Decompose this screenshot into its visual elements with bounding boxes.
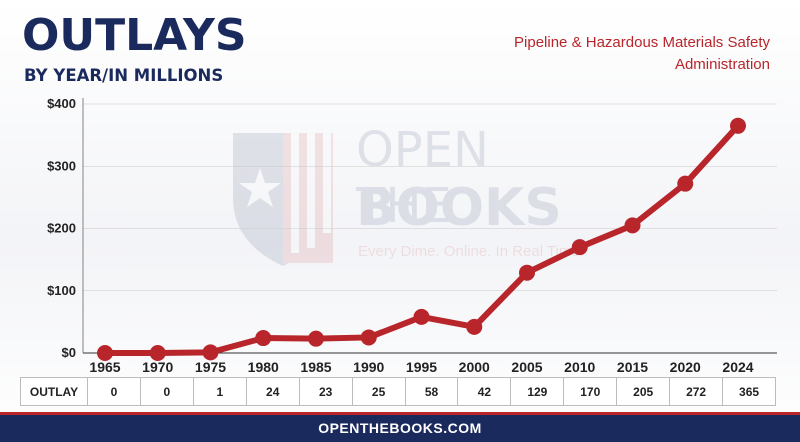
table-row-label: OUTLAY [20,377,88,406]
chart-subtitle: BY YEAR/IN MILLIONS [24,66,224,85]
outlay-value-cell: 42 [457,377,512,406]
outlay-value-cell: 0 [139,377,194,406]
agency-name-line2: Administration [674,56,770,73]
x-tick-label: 1985 [300,359,331,375]
y-tick-label: $100 [47,283,76,298]
outlay-table: OUTLAY 0 0 1 24 23 25 58 42 129 170 205 272 365 [20,377,776,406]
x-tick-label: 2020 [670,359,701,375]
outlay-value-cell: 365 [722,377,776,406]
x-tick-label: 2015 [617,359,648,375]
footer-url[interactable]: OPENTHEBOOKS.COM [0,415,800,442]
data-point [466,318,483,335]
x-tick-label: 2024 [722,359,753,375]
agency-name: Pipeline & Hazardous Materials Safety Ad… [470,32,770,76]
y-tick-label: $0 [62,345,76,360]
outlay-value-cell: 58 [404,377,459,406]
y-tick-label: $400 [47,96,76,111]
watermark-tagline: Every Dime. Online. In Real Time. [358,243,584,260]
x-tick-label: 1980 [248,359,279,375]
x-tick-label: 1965 [89,359,120,375]
watermark-line1: OPEN THE [356,122,489,234]
y-tick-label: $200 [47,221,76,236]
outlay-value-cell: 272 [669,377,724,406]
footer-divider [0,412,800,415]
x-tick-label: 2005 [511,359,542,375]
data-point [624,217,641,234]
data-point [202,344,219,361]
y-tick-label: $300 [47,158,76,173]
outlay-value-cell: 25 [351,377,406,406]
watermark: OPEN THE BOOKS Every Dime. Online. In Re… [228,122,588,268]
x-tick-label: 1995 [406,359,437,375]
x-tick-label: 2000 [459,359,490,375]
x-tick-label: 1975 [195,359,226,375]
x-tick-label: 2010 [564,359,595,375]
chart-title: OUTLAYS [22,10,247,61]
outlay-value-cell: 23 [298,377,353,406]
outlay-value-cell: 170 [563,377,618,406]
data-point [677,175,694,192]
data-point [308,330,324,347]
watermark-line2: BOOKS [356,178,562,238]
data-point [730,117,746,134]
data-point [519,264,535,281]
outlay-value-cell: 129 [510,377,565,406]
data-point [149,345,166,361]
data-point [571,239,588,256]
data-point [360,329,377,346]
data-point [413,308,430,325]
data-point [255,330,272,347]
table-row: OUTLAY 0 0 1 24 23 25 58 42 129 170 205 272 365 [20,377,776,406]
x-tick-label: 1970 [142,359,173,375]
outlay-value-cell: 205 [616,377,671,406]
outlay-value-cell: 24 [245,377,300,406]
agency-name-line1: Pipeline & Hazardous Materials Safety [514,34,770,51]
x-tick-label: 1990 [353,359,384,375]
outlay-value-cell: 1 [192,377,247,406]
data-point [97,345,113,361]
outlay-value-cell: 0 [87,377,141,406]
